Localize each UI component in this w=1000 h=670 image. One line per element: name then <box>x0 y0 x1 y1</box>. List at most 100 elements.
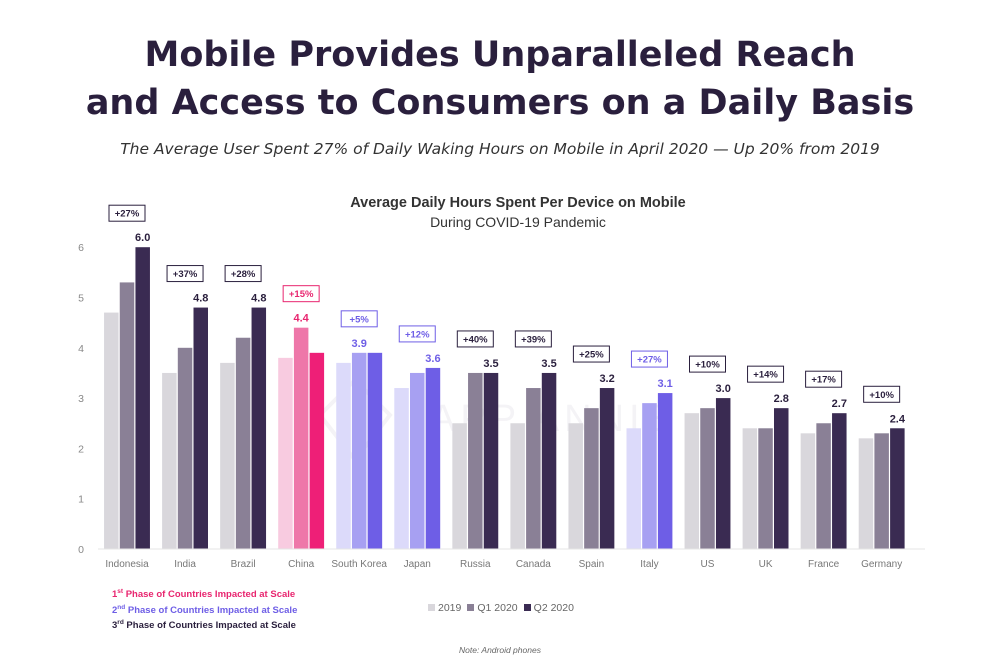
subtitle: The Average User Spent 27% of Daily Waki… <box>120 140 880 158</box>
bar-russia-q2-2020 <box>483 372 499 549</box>
growth-box <box>282 285 320 303</box>
growth-box <box>689 355 726 373</box>
growth-label: +10% <box>869 390 894 401</box>
y-axis: 0 1 2 3 4 5 6 <box>78 242 84 556</box>
legend-swatch <box>467 604 475 611</box>
x-tick-label: Italy <box>640 559 658 570</box>
phase-legend-item: 1st Phase of Countries Impacted at Scale <box>112 588 296 601</box>
value-label: 2.4 <box>890 413 906 425</box>
series-legend-item: Q2 2020 <box>523 602 574 614</box>
growth-label: +10% <box>695 360 720 371</box>
value-label: 3.2 <box>599 373 614 385</box>
legend-swatch <box>428 604 435 611</box>
bar-japan-2019 <box>394 388 409 549</box>
bar-indonesia-q1-2020 <box>119 282 135 549</box>
value-label: 6.0 <box>135 232 150 244</box>
growth-label: +5% <box>350 314 370 325</box>
growth-label: +27% <box>115 209 140 220</box>
growth-box <box>863 385 901 403</box>
bar-brazil-q1-2020 <box>235 337 251 549</box>
x-axis: Indonesia India Brazil China South Korea Japa… <box>105 559 902 570</box>
growth-label: +14% <box>753 370 778 381</box>
value-label: 3.9 <box>352 338 367 350</box>
bar-us-q2-2020 <box>715 398 731 549</box>
bar-italy-q2-2020 <box>657 393 673 549</box>
bar-germany-2019 <box>858 438 874 549</box>
series-legend: 2019 Q1 2020 Q2 2020 <box>428 602 580 614</box>
bar-japan-q1-2020 <box>410 372 425 549</box>
bar-india-2019 <box>162 372 177 549</box>
headline-line-1: Mobile Provides Unparalleled Reach <box>144 35 856 75</box>
bar-brazil-2019 <box>220 362 235 549</box>
bar-canada-q1-2020 <box>526 388 541 549</box>
y-tick-label: 5 <box>78 293 84 305</box>
value-label: 4.8 <box>251 293 266 305</box>
growth-label: +15% <box>289 289 314 300</box>
bar-spain-q1-2020 <box>584 408 599 549</box>
bar-south-korea-q1-2020 <box>351 352 367 549</box>
bar-india-q2-2020 <box>193 307 208 549</box>
phase-legend-item: 3rd Phase of Countries Impacted at Scale <box>112 619 296 632</box>
y-tick-label: 2 <box>78 443 84 455</box>
bar-russia-q1-2020 <box>468 372 483 549</box>
bar-china-2019 <box>278 357 293 549</box>
bar-france-q2-2020 <box>832 413 847 549</box>
value-label: 2.8 <box>774 393 789 405</box>
value-label: 3.0 <box>716 383 731 395</box>
chart-title: Average Daily Hours Spent Per Device on … <box>350 195 685 211</box>
growth-box <box>805 370 843 388</box>
value-label: 3.5 <box>541 358 556 370</box>
bar-italy-2019 <box>626 428 641 549</box>
x-tick-label: France <box>808 559 840 570</box>
growth-label: +25% <box>579 350 604 361</box>
headline-line-2: and Access to Consumers on a Daily Basis <box>85 83 915 123</box>
series-legend-item: Q1 2020 <box>467 602 518 614</box>
growth-box <box>108 204 146 222</box>
x-tick-label: Russia <box>460 559 491 570</box>
growth-box <box>398 325 436 343</box>
x-tick-label: India <box>174 559 196 570</box>
value-label: 3.1 <box>658 378 673 390</box>
series-legend-item: 2019 <box>428 602 461 614</box>
chart-subtitle: During COVID-19 Pandemic <box>430 214 606 230</box>
bar-spain-2019 <box>568 423 583 549</box>
growth-box <box>224 265 262 283</box>
bar-south-korea-q2-2020 <box>367 352 383 549</box>
growth-label: +39% <box>521 334 546 345</box>
y-tick-label: 3 <box>78 393 84 405</box>
x-tick-label: South Korea <box>331 559 387 570</box>
growth-label: +37% <box>173 269 198 280</box>
bar-russia-2019 <box>452 423 467 549</box>
bar-india-q1-2020 <box>177 347 193 549</box>
growth-box <box>572 345 610 363</box>
growth-label: +17% <box>811 375 836 386</box>
x-tick-label: US <box>701 559 715 570</box>
growth-box <box>456 330 494 348</box>
value-label: 4.8 <box>193 293 208 305</box>
bar-indonesia-q2-2020 <box>135 247 150 549</box>
x-tick-label: Indonesia <box>105 559 149 570</box>
x-tick-label: Germany <box>861 559 902 570</box>
growth-box <box>340 310 378 328</box>
bar-spain-q2-2020 <box>599 388 615 549</box>
y-tick-label: 6 <box>78 242 84 254</box>
bar-uk-2019 <box>742 428 758 549</box>
growth-box <box>630 350 668 368</box>
bar-canada-2019 <box>510 423 525 549</box>
bar-france-2019 <box>800 433 816 549</box>
growth-box <box>747 365 785 383</box>
x-tick-label: Canada <box>516 559 551 570</box>
bar-canada-q2-2020 <box>541 372 557 549</box>
value-label: 4.4 <box>294 313 310 325</box>
growth-label: +28% <box>231 269 256 280</box>
footnote: Note: Android phones <box>459 645 541 655</box>
bar-germany-q1-2020 <box>874 433 889 549</box>
x-tick-label: Brazil <box>231 559 256 570</box>
x-tick-label: China <box>288 559 315 570</box>
bar-us-2019 <box>684 413 700 549</box>
growth-label: +12% <box>405 329 430 340</box>
bar-china-q1-2020 <box>293 327 309 549</box>
value-label: 3.6 <box>425 353 440 365</box>
x-tick-label: UK <box>759 559 773 570</box>
phase-legend-item: 2nd Phase of Countries Impacted at Scale <box>112 603 298 616</box>
